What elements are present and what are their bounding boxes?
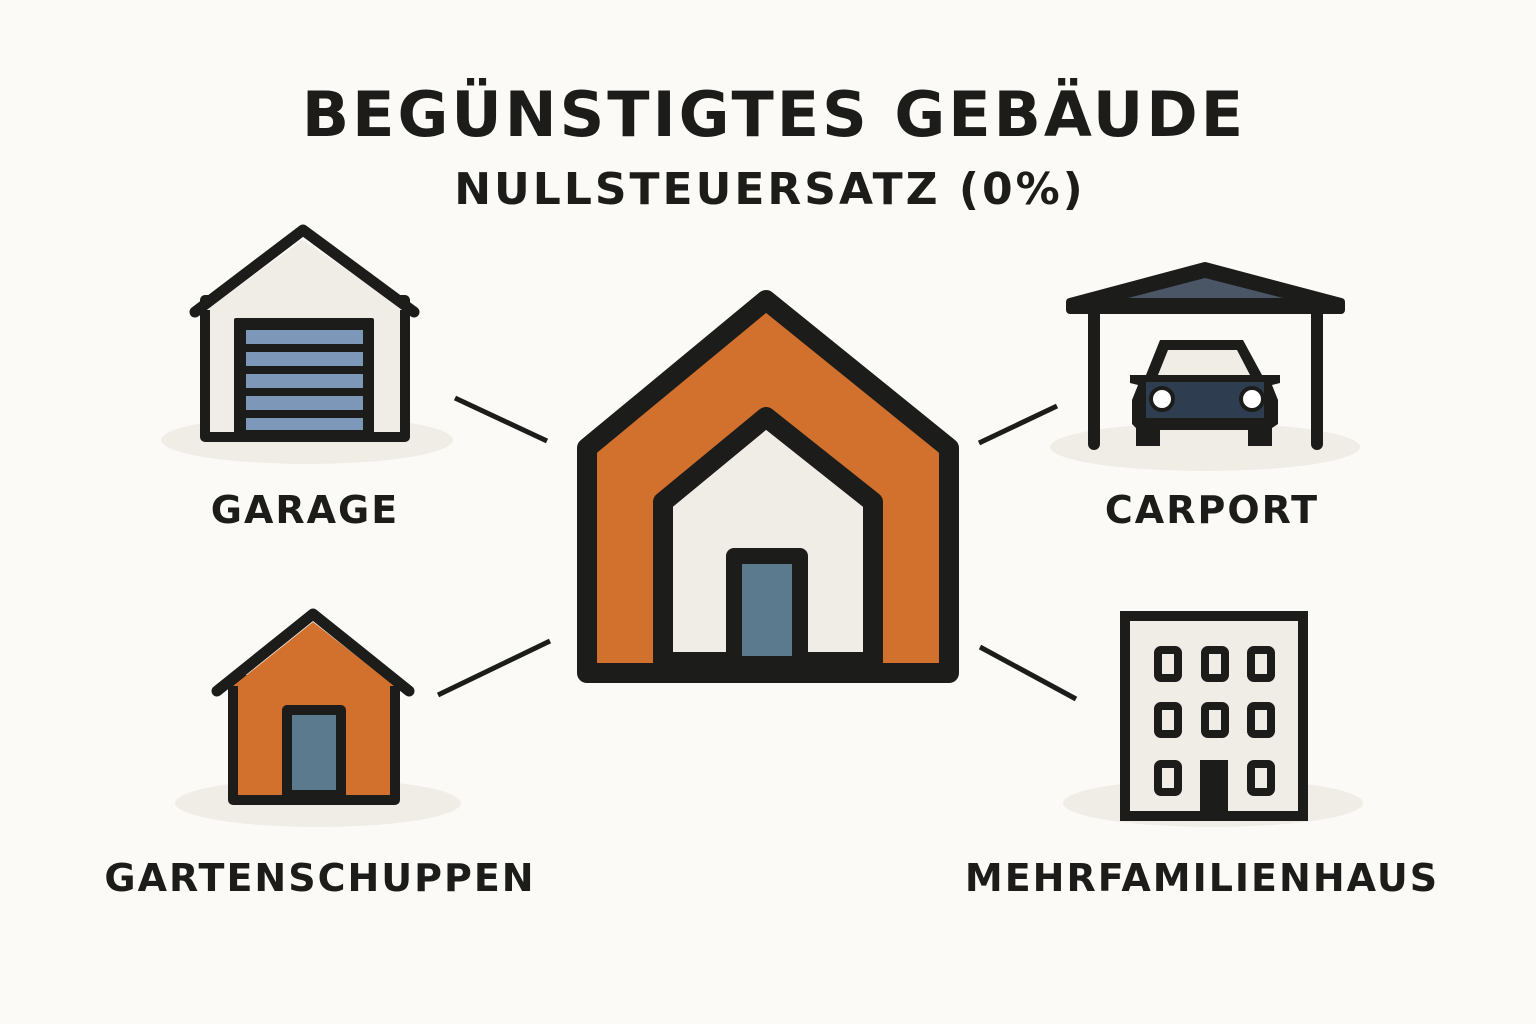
- connector-apartment: [978, 644, 1078, 702]
- label-apartment: MEHRFAMILIENHAUS: [964, 856, 1440, 900]
- label-shed: GARTENSCHUPPEN: [104, 856, 536, 900]
- carport-icon: [1066, 262, 1345, 450]
- connector-shed: [436, 638, 552, 698]
- label-carport: CARPORT: [1104, 488, 1320, 532]
- connector-carport: [977, 403, 1059, 446]
- apartment-building-icon: [1120, 611, 1308, 821]
- connector-lines: [436, 395, 1078, 702]
- garage-icon: [189, 224, 420, 442]
- connector-garage: [453, 395, 549, 444]
- page-subtitle: NULLSTEUERSATZ (0%): [454, 164, 1086, 215]
- shed-icon: [211, 608, 415, 805]
- page-title: BEGÜNSTIGTES GEBÄUDE: [301, 78, 1247, 151]
- house-icon: [577, 290, 959, 683]
- label-garage: GARAGE: [210, 488, 400, 532]
- car-icon: [1130, 340, 1280, 446]
